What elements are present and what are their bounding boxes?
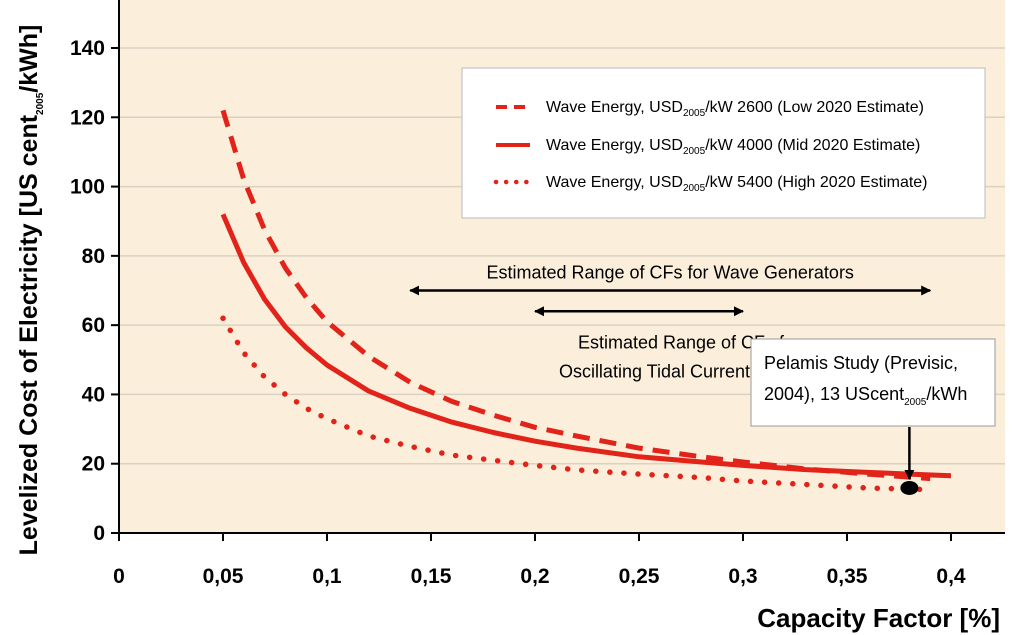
x-tick-label: 0,3 (728, 565, 757, 588)
y-tick-label: 120 (70, 106, 105, 129)
legend: Wave Energy, USD2005/kW 2600 (Low 2020 E… (461, 67, 986, 219)
x-tick-label: 0,1 (312, 565, 342, 588)
legend-box (461, 67, 986, 219)
pelamis-callout-line2: 2004), 13 UScent2005/kWh (764, 384, 967, 408)
y-ticks: 0 20 40 60 80 100 120 140 (70, 37, 119, 545)
pelamis-data-point (900, 480, 919, 495)
x-tick-label: 0,4 (936, 565, 966, 588)
x-ticks: 0 0,05 0,1 0,15 0,2 0,25 0,3 0,35 0,4 (113, 533, 966, 588)
x-tick-label: 0,05 (203, 565, 244, 588)
series-line-mid-estimate (220, 213, 952, 479)
annotations: Estimated Range of CFs for Wave Generato… (409, 263, 996, 495)
tidal-range-label-line1: Estimated Range of CFs for (578, 332, 800, 352)
x-tick-label: 0,25 (619, 565, 660, 588)
wave-range-label: Estimated Range of CFs for Wave Generato… (486, 263, 853, 283)
y-tick-label: 60 (82, 314, 105, 337)
legend-label-mid: Wave Energy, USD2005/kW 4000 (Mid 2020 E… (546, 137, 920, 157)
legend-label-high: Wave Energy, USD2005/kW 5400 (High 2020 … (546, 174, 928, 194)
series-line-low-estimate (220, 109, 931, 482)
x-tick-label: 0,35 (827, 565, 868, 588)
x-axis-title: Capacity Factor [%] (757, 603, 1000, 633)
series-lines (220, 109, 952, 493)
x-tick-label: 0,15 (411, 565, 452, 588)
y-tick-label: 40 (82, 383, 105, 406)
pelamis-callout-line1: Pelamis Study (Previsic, (764, 353, 958, 373)
x-tick-label: 0 (113, 565, 125, 588)
y-tick-label: 0 (93, 522, 105, 545)
y-axis-title: Levelized Cost of Electricity [US cent20… (15, 25, 46, 556)
y-tick-label: 20 (82, 453, 105, 476)
y-tick-label: 100 (70, 176, 105, 199)
y-tick-label: 80 (82, 245, 105, 268)
y-tick-label: 140 (70, 37, 105, 60)
legend-label-low: Wave Energy, USD2005/kW 2600 (Low 2020 E… (546, 99, 924, 119)
x-tick-label: 0,2 (520, 565, 549, 588)
axes (118, 0, 1005, 534)
pelamis-callout-box (750, 338, 996, 427)
